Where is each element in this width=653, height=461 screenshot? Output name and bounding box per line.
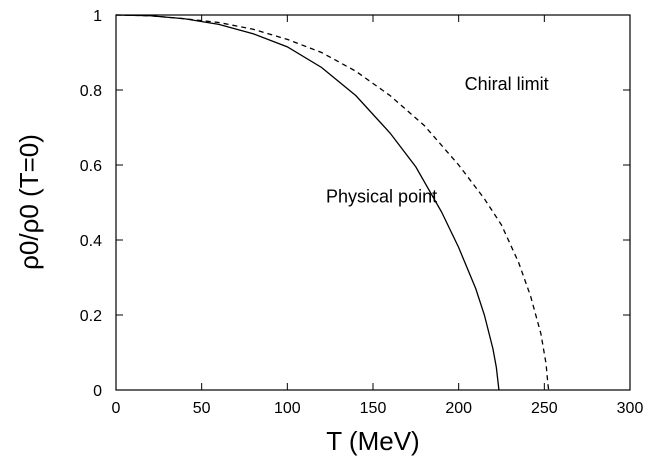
y-tick-label: 0.4 bbox=[80, 233, 102, 250]
x-tick-label: 200 bbox=[445, 400, 472, 417]
y-tick-label: 0.6 bbox=[80, 158, 102, 175]
y-axis-title: ρ0/ρ0 (T=0) bbox=[14, 134, 44, 270]
annotations: Chiral limit Physical point bbox=[326, 74, 549, 207]
axis-ticks: 0 50 100 150 200 250 300 0 0.2 0.4 0.6 0.8 1 bbox=[80, 8, 644, 417]
y-tick-label: 0.2 bbox=[80, 308, 102, 325]
series-group bbox=[115, 14, 550, 391]
x-tick-label: 300 bbox=[617, 400, 644, 417]
series-line-dashed bbox=[115, 14, 550, 391]
y-tick-label: 0.8 bbox=[80, 83, 102, 100]
series-line-solid bbox=[115, 14, 500, 391]
x-axis-title: T (MeV) bbox=[326, 426, 419, 456]
x-tick-label: 150 bbox=[360, 400, 387, 417]
annotation-label: Chiral limit bbox=[465, 74, 549, 94]
x-tick-label: 100 bbox=[274, 400, 301, 417]
y-tick-label: 0 bbox=[93, 383, 102, 400]
x-tick-label: 0 bbox=[112, 400, 121, 417]
annotation-label: Physical point bbox=[326, 187, 437, 207]
x-tick-label: 50 bbox=[193, 400, 211, 417]
x-tick-label: 250 bbox=[531, 400, 558, 417]
y-tick-label: 1 bbox=[93, 8, 102, 25]
